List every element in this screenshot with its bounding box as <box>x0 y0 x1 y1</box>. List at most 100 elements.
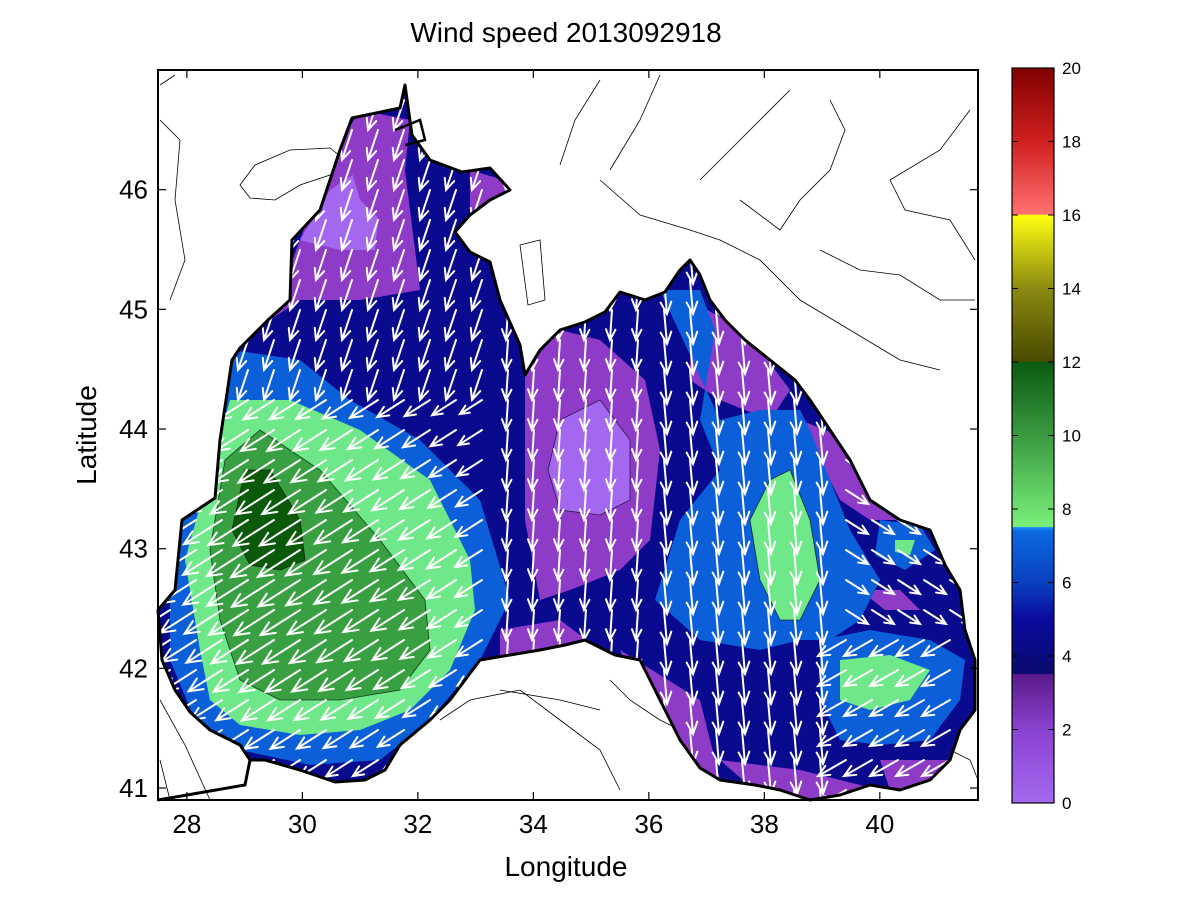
wind-arrow <box>417 339 431 373</box>
x-tick-label: 34 <box>519 809 548 839</box>
wind-arrow <box>313 309 327 343</box>
wind-arrow <box>763 369 777 407</box>
wind-arrow <box>368 579 405 603</box>
wind-arrow <box>339 309 353 343</box>
wind-arrow <box>897 519 923 536</box>
wind-arrow <box>453 609 483 629</box>
wind-arrow <box>841 639 873 658</box>
wind-arrow <box>182 609 223 636</box>
wind-arrow <box>323 759 353 778</box>
wind-arrow <box>789 489 803 527</box>
wind-arrow <box>427 669 457 689</box>
wind-arrow <box>284 579 327 607</box>
wind-arrow <box>789 429 803 467</box>
wind-arrow <box>552 369 565 403</box>
wind-arrow <box>659 369 673 407</box>
wind-arrow <box>604 519 617 553</box>
wind-arrow <box>737 729 751 767</box>
wind-arrow <box>789 399 803 437</box>
wind-arrow <box>711 639 725 677</box>
wind-arrow <box>417 249 431 283</box>
map-frame <box>157 69 979 801</box>
wind-arrow <box>789 519 803 557</box>
wind-arrow <box>283 549 327 577</box>
colorbar-tick-label: 16 <box>1062 206 1081 225</box>
wind-arrow <box>845 579 871 596</box>
wind-arrow <box>365 369 379 403</box>
wind-arrow <box>315 639 353 664</box>
wind-arrow <box>685 459 699 497</box>
wind-arrow <box>232 609 275 637</box>
wind-arrow <box>321 729 353 750</box>
wind-arrow <box>425 489 457 510</box>
wind-arrow <box>630 399 643 433</box>
wind-arrow <box>578 549 591 583</box>
wind-arrow <box>815 729 829 767</box>
wind-arrow <box>346 699 379 721</box>
wind-arrow <box>391 309 405 343</box>
wind-arrow <box>763 399 777 437</box>
wind-arrow <box>763 729 777 767</box>
wind-arrow <box>371 459 405 481</box>
wind-arrow <box>443 339 457 373</box>
wind-arrow <box>343 459 379 482</box>
colorbar-tick-label: 18 <box>1062 133 1081 152</box>
x-tick-label: 28 <box>172 809 201 839</box>
colorbar-tick-label: 0 <box>1062 794 1071 813</box>
wind-arrow <box>258 609 301 637</box>
wind-arrow <box>365 339 379 373</box>
wind-arrow <box>401 699 431 719</box>
wind-arrow <box>214 699 249 722</box>
wind-arrow <box>287 339 301 373</box>
colorbar-gradient <box>1011 67 1055 804</box>
wind-arrow <box>345 429 379 451</box>
wind-arrow <box>711 699 725 737</box>
wind-arrow <box>289 459 327 484</box>
wind-arrow <box>893 759 925 778</box>
wind-arrow <box>685 519 699 557</box>
wind-arrow <box>260 489 301 516</box>
wind-arrow <box>578 489 591 523</box>
wind-arrow <box>815 759 847 778</box>
wind-arrow <box>180 549 223 577</box>
wind-arrow <box>158 639 171 662</box>
wind-arrow <box>469 369 483 403</box>
x-tick-label: 38 <box>750 809 779 839</box>
wind-arrow <box>313 249 327 283</box>
wind-arrow <box>158 609 171 633</box>
wind-arrow <box>292 699 327 722</box>
x-tick-label: 30 <box>288 809 317 839</box>
wind-arrow <box>365 129 379 163</box>
wind-arrow <box>841 669 873 688</box>
wind-arrow <box>604 609 617 643</box>
wind-arrow <box>317 669 353 693</box>
wind-arrow <box>526 429 539 463</box>
wind-arrow <box>285 609 327 636</box>
wind-arrow <box>763 429 777 467</box>
wind-arrow <box>236 459 275 484</box>
wind-arrow <box>685 309 699 347</box>
wind-arrow <box>184 639 223 664</box>
wind-arrow <box>789 459 803 497</box>
wind-arrow <box>659 339 673 377</box>
wind-arrow <box>893 699 925 718</box>
wind-arrow <box>789 699 803 737</box>
wind-arrow <box>235 369 249 403</box>
wind-arrow <box>313 219 327 253</box>
wind-arrow <box>340 519 379 544</box>
wind-arrow <box>578 399 591 433</box>
wind-arrow <box>685 639 699 677</box>
wind-arrow <box>261 369 275 403</box>
wind-arrow <box>737 369 751 407</box>
wind-arrow <box>369 489 405 512</box>
wind-arrow <box>789 549 803 587</box>
colorbar-tick-label: 10 <box>1062 427 1081 446</box>
wind-arrow <box>396 579 431 602</box>
wind-arrow <box>685 579 699 617</box>
wind-arrow <box>789 639 803 677</box>
wind-arrow <box>417 309 431 343</box>
wind-arrow <box>417 159 431 193</box>
wind-arrow <box>815 669 829 707</box>
wind-arrow <box>370 639 405 662</box>
wind-arrow <box>630 489 643 523</box>
